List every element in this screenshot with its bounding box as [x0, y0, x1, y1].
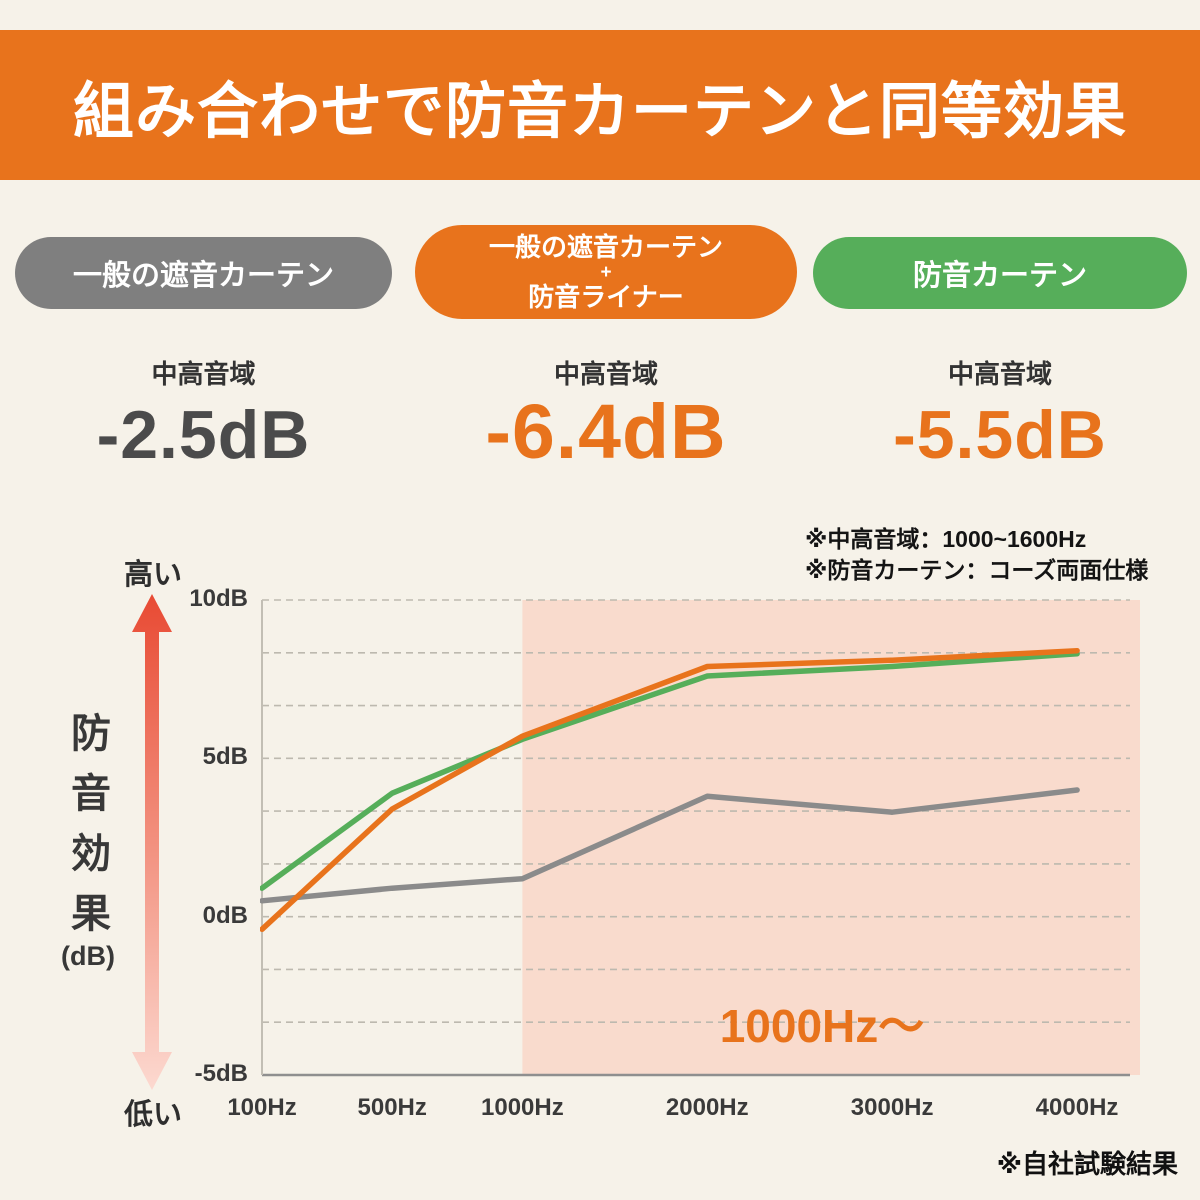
legend-pill-soundproof-curtain: 防音カーテン: [813, 237, 1187, 309]
x-tick-label: 3000Hz: [850, 1094, 934, 1121]
y-tick-label: 0dB: [202, 901, 248, 929]
chart-footnotes: ※中高音域：1000~1600Hz ※防音カーテン：コーズ両面仕様: [805, 524, 1148, 586]
y-tick-label: 5dB: [202, 743, 248, 771]
y-axis-low-label: 低い: [123, 1099, 182, 1131]
legend-pill-general-curtain: 一般の遮音カーテン: [15, 237, 392, 309]
y-axis-high-label: 高い: [123, 559, 182, 591]
y-tick-label: -5dB: [194, 1060, 248, 1087]
x-tick-label: 500Hz: [357, 1094, 427, 1121]
soundproofing-line-chart: 1000Hz〜: [260, 599, 1140, 1077]
x-tick-label: 2000Hz: [665, 1094, 749, 1121]
range-label-combo: 中高音域: [553, 359, 658, 389]
db-value-combo: -6.4dB: [485, 389, 727, 475]
page-title: 組み合わせで防音カーテンと同等効果: [72, 76, 1127, 145]
legend-pill-curtain-plus-liner: 一般の遮音カーテン + 防音ライナー: [415, 225, 797, 319]
db-value-general: -2.5dB: [96, 397, 311, 473]
y-axis-unit: (dB): [61, 941, 115, 971]
x-tick-label: 4000Hz: [1035, 1094, 1119, 1121]
banner: 組み合わせで防音カーテンと同等効果: [0, 30, 1200, 180]
footer-note: ※自社試験結果: [996, 1149, 1178, 1179]
legend-pill-label: 一般の遮音カーテン: [488, 231, 723, 262]
x-tick-label: 1000Hz: [481, 1094, 564, 1121]
legend-pill-label: 防音ライナー: [528, 281, 684, 312]
footnote-line: ※防音カーテン：コーズ両面仕様: [805, 557, 1149, 584]
svg-text:1000Hz〜: 1000Hz〜: [720, 1000, 925, 1052]
y-axis-title: 防音効果: [65, 712, 109, 952]
x-tick-label: 100Hz: [227, 1094, 297, 1121]
y-tick-label: 10dB: [189, 585, 248, 612]
range-label-soundproof: 中高音域: [947, 359, 1052, 389]
plus-icon: +: [600, 261, 612, 283]
updown-arrow-icon: [132, 594, 172, 1090]
legend-pill-label: 防音カーテン: [912, 260, 1087, 292]
range-label-general: 中高音域: [151, 359, 256, 389]
footnote-line: ※中高音域：1000~1600Hz: [805, 526, 1087, 552]
legend-pill-label: 一般の遮音カーテン: [72, 260, 334, 292]
db-value-soundproof: -5.5dB: [893, 397, 1107, 473]
